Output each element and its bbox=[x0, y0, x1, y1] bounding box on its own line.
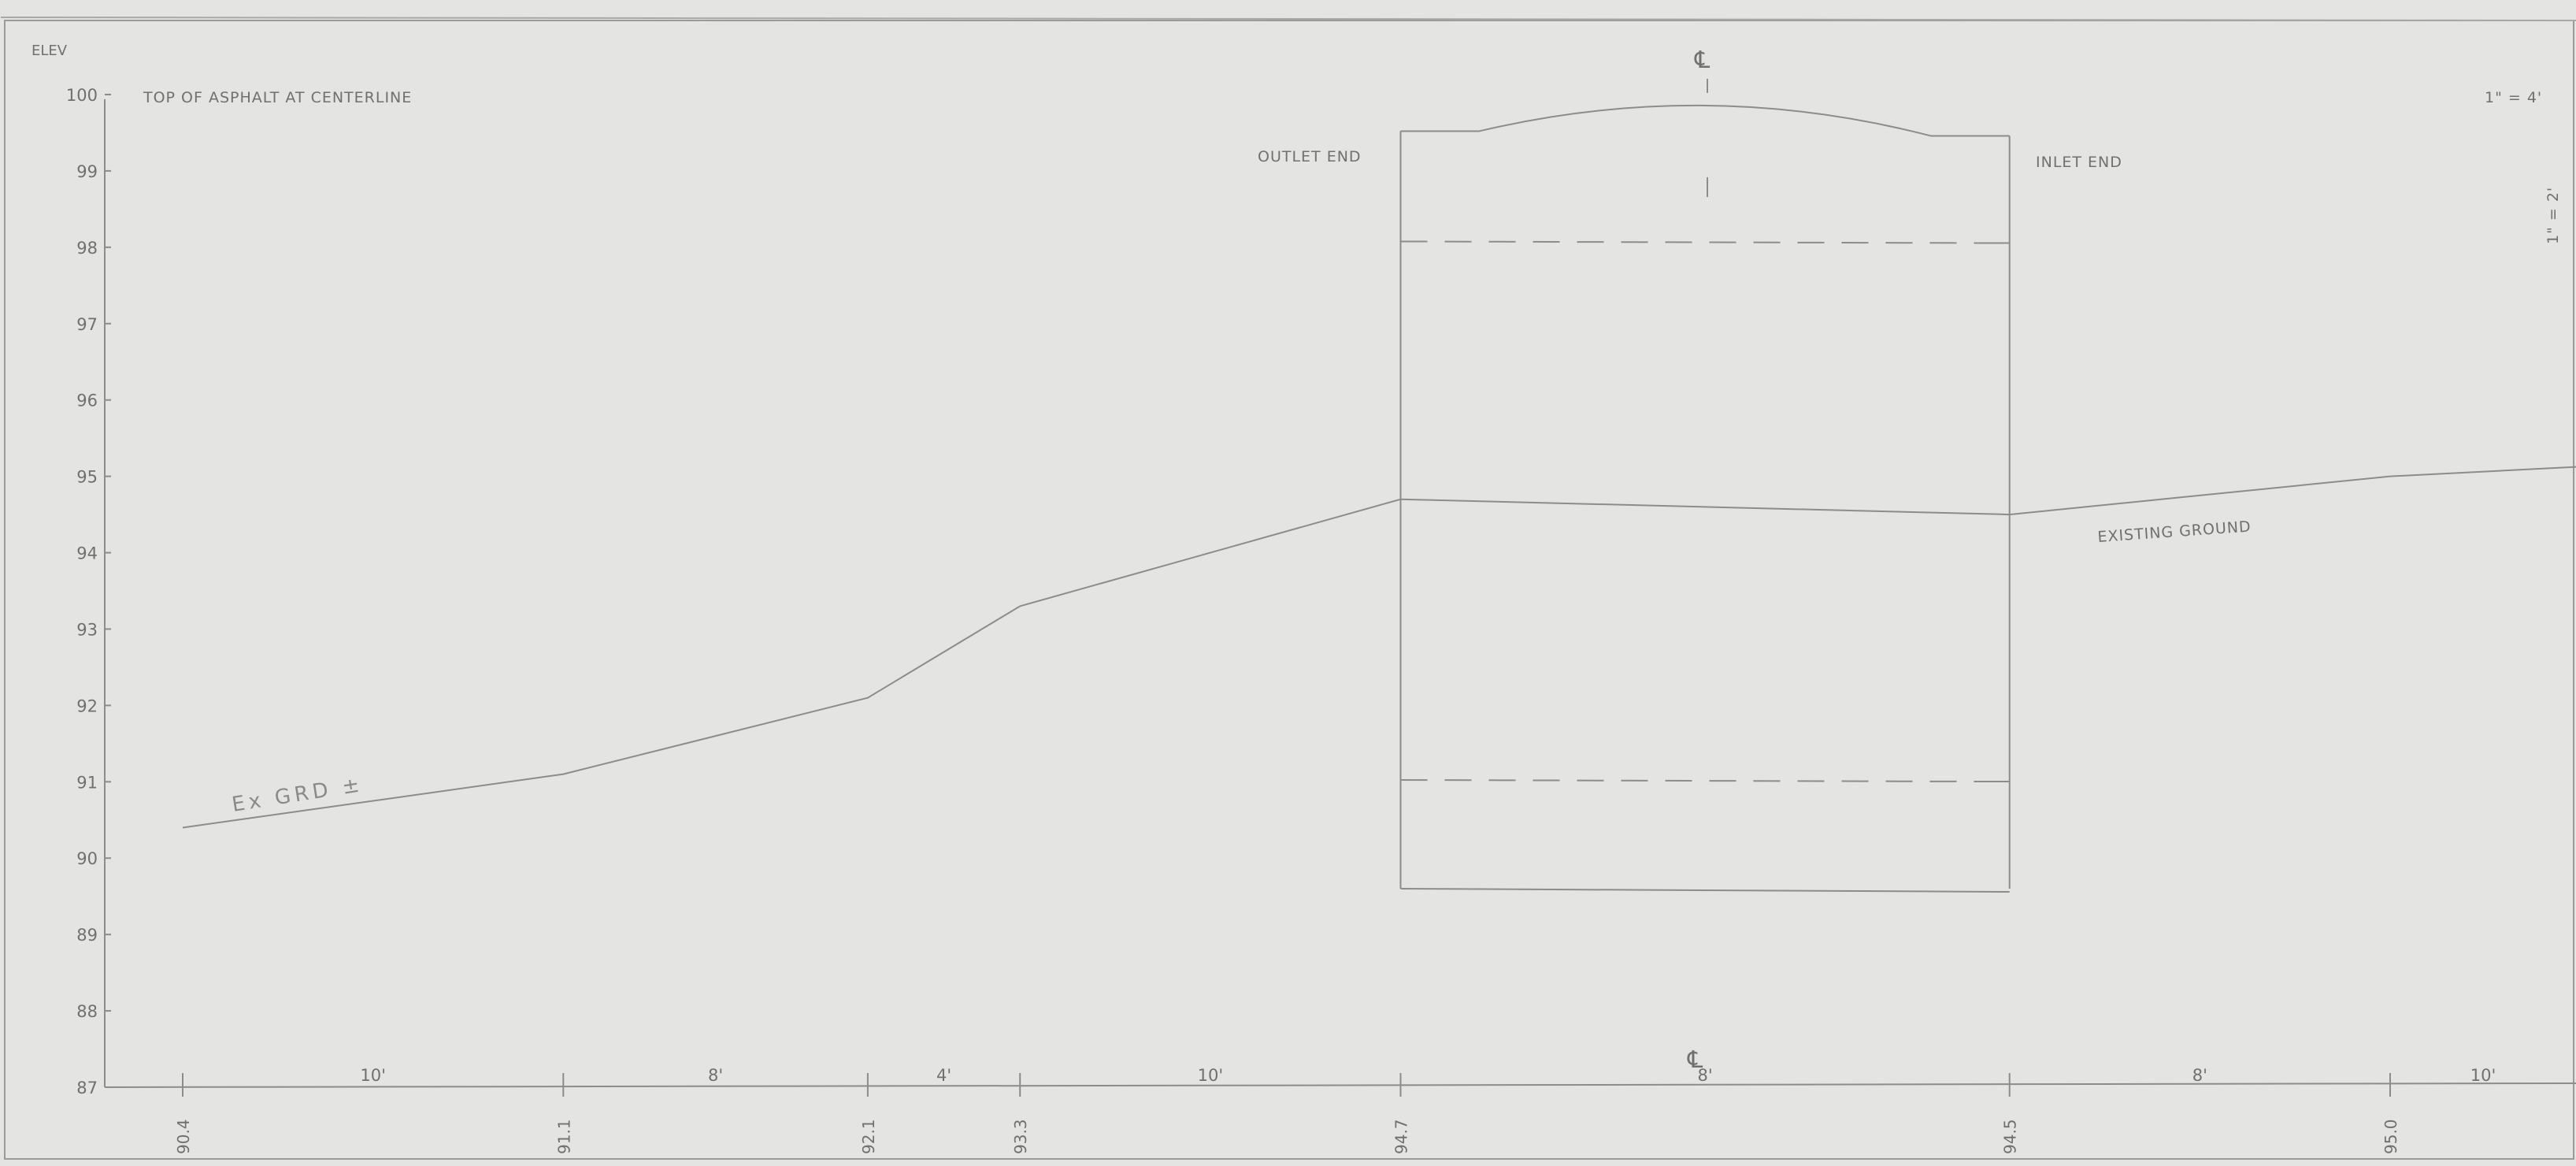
drawing-title: TOP OF ASPHALT AT CENTERLINE bbox=[143, 89, 412, 106]
elevation-tick-label: 93 bbox=[76, 620, 98, 639]
station-label: 95.0 bbox=[2381, 1119, 2400, 1154]
elev-axis-label: ELEV bbox=[32, 43, 68, 59]
culvert-section bbox=[1399, 79, 2011, 893]
outlet-end-label: OUTLET END bbox=[1258, 148, 1362, 165]
spacing-label: 8' bbox=[2192, 1066, 2207, 1085]
existing-ground-label: EXISTING GROUND bbox=[2097, 518, 2252, 546]
centerline-symbol-top: ℄ bbox=[1694, 46, 1710, 74]
elevation-tick-label: 89 bbox=[76, 926, 98, 945]
station-label: 93.3 bbox=[1011, 1119, 1030, 1154]
elevation-tick-label: 88 bbox=[76, 1002, 98, 1021]
top-trim-line bbox=[0, 17, 2576, 21]
horizontal-scale-note: 1" = 4' bbox=[2485, 89, 2542, 106]
spacing-label: 8' bbox=[708, 1066, 723, 1085]
existing-ground-profile-line bbox=[182, 466, 2576, 829]
station-label: 94.5 bbox=[2001, 1119, 2020, 1154]
elevation-tick-label: 97 bbox=[76, 315, 98, 334]
elevation-tick-label: 98 bbox=[76, 239, 98, 258]
spacing-label: 4' bbox=[936, 1066, 951, 1085]
culvert-bottom-dashed-line bbox=[1400, 779, 1978, 782]
handwritten-ex-grd-note: Ex GRD ± bbox=[230, 773, 365, 817]
culvert-bottom-line bbox=[1400, 888, 2010, 893]
station-axis bbox=[104, 1082, 2576, 1088]
elevation-tick-label: 87 bbox=[76, 1079, 98, 1097]
inlet-end-label: INLET END bbox=[2036, 154, 2122, 171]
spacing-label: 10' bbox=[1198, 1066, 1224, 1085]
elevation-tick-label: 94 bbox=[76, 544, 98, 563]
elevation-tick-label: 92 bbox=[76, 696, 98, 715]
elevation-tick-label: 100 bbox=[66, 86, 98, 105]
elevation-tick-label: 91 bbox=[76, 773, 98, 792]
sheet-border bbox=[4, 20, 2574, 1160]
culvert-top-crown bbox=[1400, 104, 2010, 137]
elevation-tick-labels: 100 99 98 97 96 95 94 93 92 91 90 89 88 87 bbox=[66, 86, 111, 1097]
station-label: 90.4 bbox=[174, 1119, 193, 1154]
elevation-tick-label: 90 bbox=[76, 849, 98, 868]
elevation-tick-label: 95 bbox=[76, 468, 98, 487]
centerline-symbol-bottom: ℄ bbox=[1687, 1046, 1703, 1074]
station-spacing-labels: 10' 8' 4' 10' 8' 8' 10' bbox=[360, 1066, 2496, 1085]
elevation-tick-label: 96 bbox=[76, 392, 98, 410]
station-label: 91.1 bbox=[554, 1119, 573, 1154]
elevation-tick-label: 99 bbox=[76, 162, 98, 181]
station-label: 92.1 bbox=[859, 1119, 878, 1154]
spacing-label: 8' bbox=[1698, 1066, 1713, 1085]
vertical-scale-note: 1" = 2' bbox=[2544, 187, 2562, 244]
culvert-top-dashed-line bbox=[1400, 240, 1978, 244]
spacing-label: 10' bbox=[2470, 1066, 2496, 1085]
station-ticks: 90.4 91.1 92.1 93.3 94.7 94.5 95.0 bbox=[174, 1073, 2400, 1154]
station-label: 94.7 bbox=[1392, 1119, 1410, 1154]
spacing-label: 10' bbox=[360, 1066, 386, 1085]
